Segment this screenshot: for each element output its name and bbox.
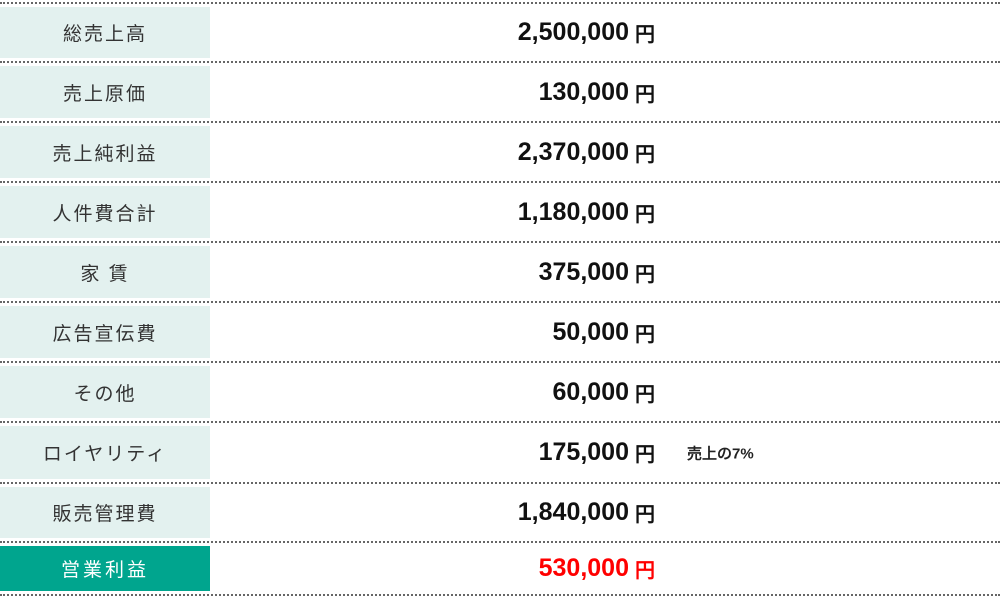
currency-unit: 円: [635, 323, 655, 346]
currency-unit: 円: [635, 24, 655, 46]
currency-unit: 円: [635, 444, 655, 466]
row-label: 販売管理費: [0, 487, 210, 538]
currency-unit: 円: [635, 560, 655, 582]
amount-text: 60,000: [552, 377, 629, 406]
row-label: 売上純利益: [0, 126, 210, 178]
royalty-rate-note: 売上の7%: [687, 445, 754, 462]
table-row-advertising: 広告宣伝費 50,000 円: [0, 301, 1000, 361]
row-value: 50,000 円: [210, 303, 655, 361]
amount-text: 1,840,000: [517, 498, 629, 526]
table-row-other: その他 60,000 円: [0, 361, 1000, 421]
row-value: 175,000 円: [210, 423, 655, 482]
table-row-operating-profit: 営業利益 530,000 円: [0, 541, 1000, 594]
table-row-rent: 家 賃 375,000 円: [0, 241, 1000, 301]
row-value: 375,000 円: [210, 243, 655, 301]
amount-text: 175,000: [538, 438, 629, 466]
currency-unit: 円: [635, 504, 655, 526]
amount-text: 2,500,000: [517, 18, 629, 46]
row-label: 総売上高: [0, 7, 210, 58]
currency-unit: 円: [635, 203, 655, 226]
row-value: 60,000 円: [210, 363, 655, 421]
currency-unit: 円: [635, 83, 655, 106]
row-value: 530,000 円: [210, 543, 655, 594]
currency-unit: 円: [635, 383, 655, 406]
amount-text: 2,370,000: [517, 137, 629, 166]
row-label: 人件費合計: [0, 186, 210, 238]
currency-unit: 円: [635, 143, 655, 166]
row-label: 売上原価: [0, 66, 210, 118]
table-row-gross-profit: 売上純利益 2,370,000 円: [0, 121, 1000, 181]
row-label: ロイヤリティ: [0, 426, 210, 479]
table-row-sga-total: 販売管理費 1,840,000 円: [0, 482, 1000, 541]
amount-text: 130,000: [538, 77, 629, 106]
amount-text: 1,180,000: [517, 197, 629, 226]
table-row-gross-sales: 総売上高 2,500,000 円: [0, 4, 1000, 61]
row-value: 2,500,000 円: [210, 4, 655, 61]
currency-unit: 円: [635, 263, 655, 286]
amount-text: 375,000: [538, 257, 629, 286]
row-label: 家 賃: [0, 246, 210, 298]
row-value: 2,370,000 円: [210, 123, 655, 181]
row-label: その他: [0, 366, 210, 418]
table-row-royalty: ロイヤリティ 175,000 円 売上の7%: [0, 421, 1000, 482]
row-value: 130,000 円: [210, 63, 655, 121]
amount-text: 530,000: [538, 554, 629, 582]
amount-text: 50,000: [552, 317, 629, 346]
table-row-personnel-costs: 人件費合計 1,180,000 円: [0, 181, 1000, 241]
row-value: 1,180,000 円: [210, 183, 655, 241]
row-value: 1,840,000 円: [210, 484, 655, 541]
row-label: 営業利益: [0, 546, 210, 591]
row-label: 広告宣伝費: [0, 306, 210, 358]
table-row-cost-of-sales: 売上原価 130,000 円: [0, 61, 1000, 121]
